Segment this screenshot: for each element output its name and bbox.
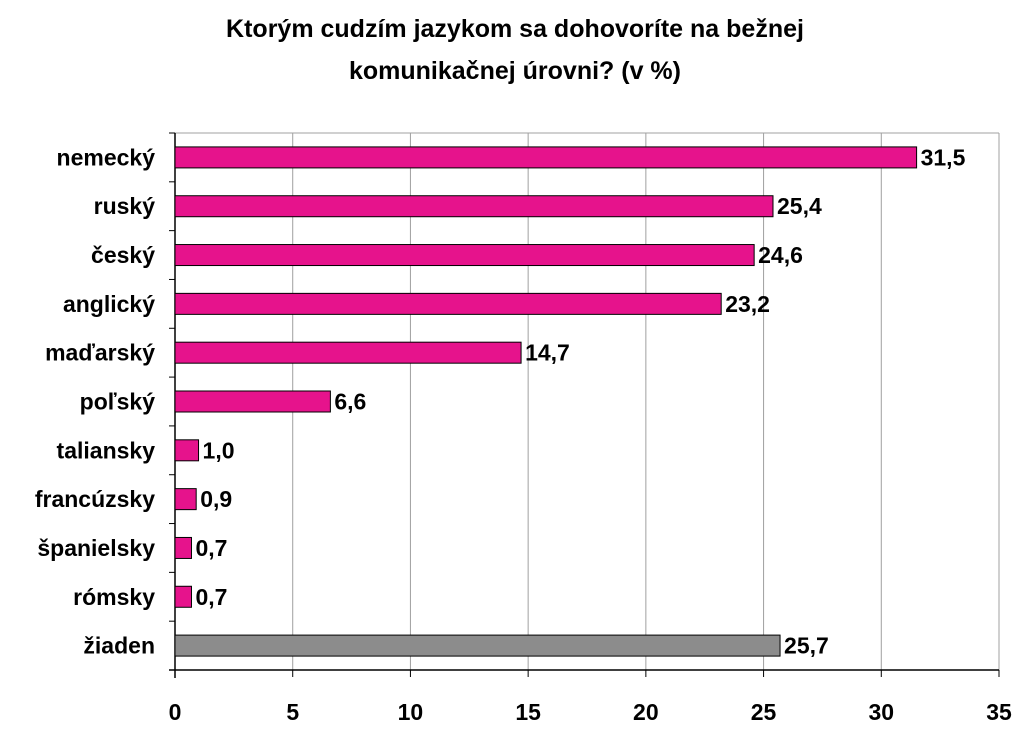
value-label: 25,7 <box>784 633 829 659</box>
bar <box>174 292 722 315</box>
category-label: anglický <box>63 291 155 317</box>
chart-title: Ktorým cudzím jazykom sa dohovoríte na b… <box>100 8 930 92</box>
category-label: žiaden <box>83 633 155 659</box>
category-label: poľský <box>80 389 156 415</box>
category-label: francúzsky <box>35 486 155 512</box>
x-tick-label: 35 <box>986 699 1012 725</box>
bar <box>174 439 200 462</box>
category-label: nemecký <box>57 144 156 170</box>
bar <box>174 195 774 218</box>
category-label: český <box>91 242 155 268</box>
category-label: rómsky <box>73 584 155 610</box>
value-label: 24,6 <box>758 242 803 268</box>
value-label: 14,7 <box>525 340 570 366</box>
value-label: 0,9 <box>200 486 232 512</box>
x-tick-label: 30 <box>868 699 894 725</box>
x-tick-label: 10 <box>398 699 424 725</box>
x-tick-label: 5 <box>286 699 299 725</box>
bar <box>174 536 192 559</box>
x-tick-label: 15 <box>515 699 541 725</box>
value-label: 0,7 <box>195 584 227 610</box>
value-label: 31,5 <box>921 144 966 170</box>
value-label: 1,0 <box>203 437 235 463</box>
chart-title-line-2: komunikačnej úrovni? (v %) <box>348 57 681 85</box>
value-label: 23,2 <box>725 291 770 317</box>
category-label: maďarský <box>45 340 155 366</box>
bar <box>174 634 781 657</box>
bar <box>174 244 755 267</box>
bar <box>174 146 918 169</box>
bar <box>174 488 197 511</box>
chart-title-line-1: Ktorým cudzím jazykom sa dohovoríte na b… <box>226 15 804 43</box>
bar <box>174 585 192 608</box>
bar <box>174 341 522 364</box>
value-label: 6,6 <box>334 389 366 415</box>
x-tick-label: 20 <box>633 699 659 725</box>
category-label: španielsky <box>37 535 155 561</box>
category-label: taliansky <box>57 437 156 463</box>
x-tick-label: 25 <box>751 699 777 725</box>
category-label: ruský <box>94 193 156 219</box>
bar <box>174 390 331 413</box>
x-tick-label: 0 <box>169 699 182 725</box>
value-label: 0,7 <box>195 535 227 561</box>
value-label: 25,4 <box>777 193 822 219</box>
